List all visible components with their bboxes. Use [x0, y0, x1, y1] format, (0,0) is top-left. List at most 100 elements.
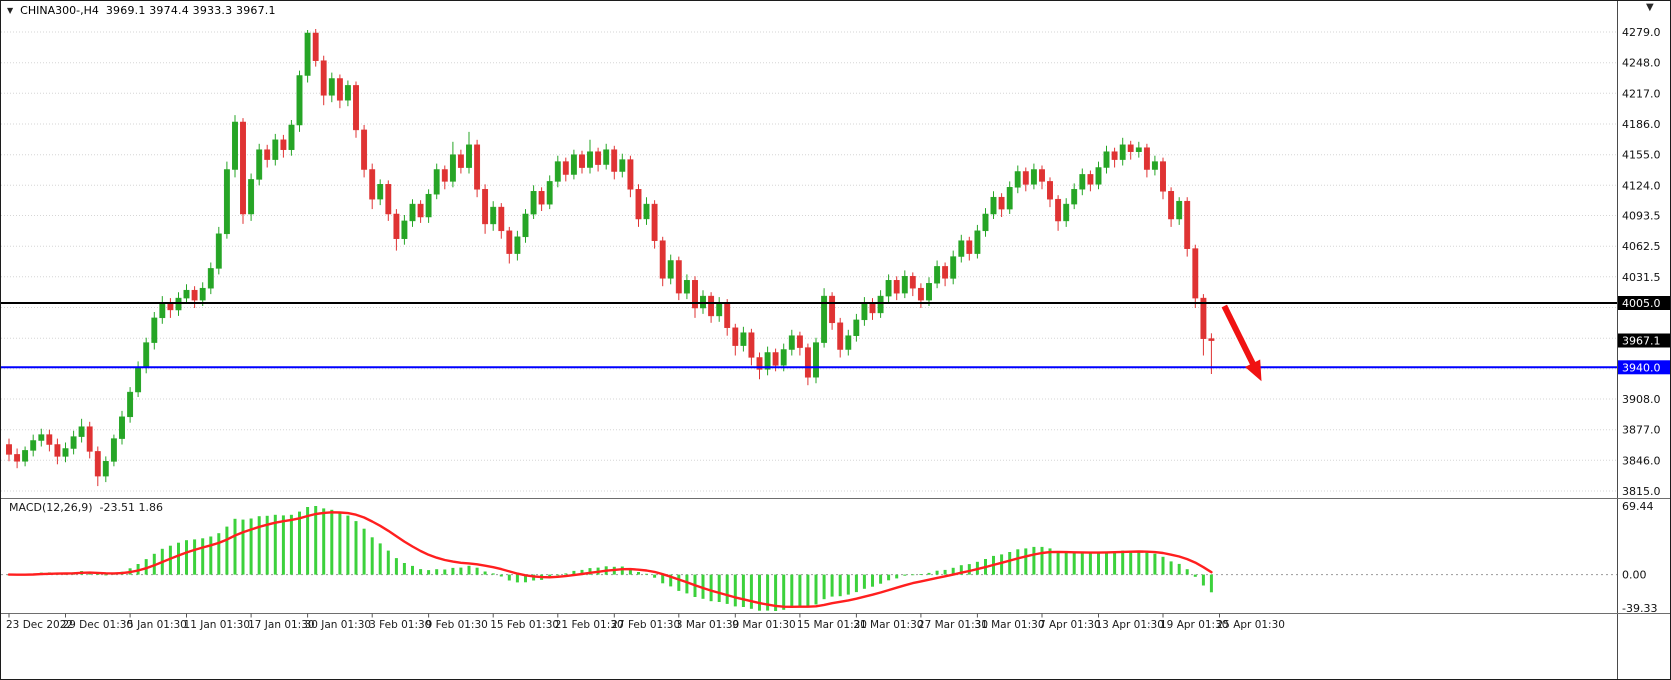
svg-text:4005.0: 4005.0: [1622, 297, 1661, 310]
candle: [683, 274, 690, 300]
candle: [54, 438, 61, 465]
candle: [1143, 143, 1150, 178]
time-axis-label: 25 Apr 01:30: [1217, 619, 1285, 631]
candle: [46, 429, 53, 452]
candle: [538, 187, 545, 211]
price-badge: 3967.1: [1618, 333, 1670, 348]
candle: [716, 297, 723, 322]
candle: [393, 209, 400, 251]
candle: [1055, 195, 1062, 231]
time-axis-label: 27 Mar 01:30: [918, 619, 988, 631]
price-axis-label: 3815.0: [1622, 485, 1661, 498]
candle: [1176, 197, 1183, 225]
candle: [934, 260, 941, 289]
symbol-marker-icon[interactable]: ▼: [7, 5, 14, 15]
candle: [885, 274, 892, 303]
macd-axis-labels: 69.44 0.00 -39.33: [1622, 500, 1657, 615]
price-axis-label: 4155.0: [1622, 149, 1661, 162]
candle: [248, 173, 255, 221]
candle: [127, 387, 134, 423]
candle: [804, 343, 811, 386]
candle: [1063, 198, 1070, 227]
candle: [1071, 183, 1078, 210]
price-axis-label: 4031.5: [1622, 271, 1661, 284]
price-axis-label: 3846.0: [1622, 454, 1661, 467]
time-axis-label: 23 Dec 2022: [6, 619, 73, 631]
time-axis-label: 21 Mar 01:30: [853, 619, 923, 631]
axis-dropdown-icon[interactable]: ▼: [1646, 2, 1654, 13]
time-axis-label: 9 Mar 01:30: [732, 619, 795, 631]
candle: [272, 133, 279, 166]
candle: [425, 189, 432, 223]
candle: [611, 145, 618, 180]
candle: [320, 55, 327, 106]
candle: [1160, 157, 1166, 200]
candle: [401, 215, 408, 245]
candle: [1103, 145, 1110, 174]
candle: [94, 446, 101, 487]
candle: [1047, 177, 1053, 208]
price-axis-label: 4248.0: [1622, 57, 1661, 70]
macd-axis-top-label: 69.44: [1622, 500, 1654, 513]
candle: [482, 184, 489, 234]
candle: [304, 30, 311, 83]
candle: [1168, 187, 1175, 227]
candle: [1030, 163, 1037, 190]
candle: [498, 203, 505, 239]
candle: [909, 272, 916, 297]
candle: [514, 230, 521, 261]
candle: [312, 29, 319, 67]
time-axis-label: 27 Feb 01:30: [611, 619, 680, 631]
candle: [998, 193, 1005, 217]
candle: [966, 236, 973, 261]
candle: [441, 165, 448, 190]
candle: [821, 288, 828, 348]
candle: [38, 428, 45, 447]
candle: [595, 147, 602, 172]
macd-axis-bottom-label: -39.33: [1622, 602, 1657, 615]
time-axis-label: 11 Jan 01:30: [184, 619, 250, 631]
candles-layer: [6, 29, 1215, 487]
candle: [328, 72, 335, 103]
candle: [764, 346, 771, 376]
candle: [62, 442, 69, 463]
candle: [627, 155, 634, 198]
candle: [78, 418, 85, 443]
price-gridlines: [1, 31, 1617, 492]
candle: [877, 290, 884, 318]
candle: [950, 250, 957, 285]
time-axis-label: 15 Feb 01:30: [490, 619, 559, 631]
candle: [1119, 137, 1126, 166]
candle: [901, 270, 908, 299]
candle: [732, 323, 739, 356]
candle: [724, 299, 731, 336]
symbol-period-label: CHINA300-,H4: [20, 4, 99, 17]
time-axis-label: 29 Dec 01:30: [62, 619, 133, 631]
trend-arrow[interactable]: [1221, 304, 1262, 382]
candle: [409, 199, 416, 227]
candle: [675, 256, 682, 301]
candle: [30, 434, 37, 457]
candle: [1006, 181, 1013, 214]
candle: [1192, 244, 1199, 308]
price-axis-label: 4124.0: [1622, 179, 1661, 192]
candle: [788, 329, 795, 356]
candle: [336, 74, 343, 109]
candle: [70, 430, 77, 455]
candle: [635, 184, 642, 227]
candle: [554, 155, 561, 188]
candle: [159, 296, 166, 324]
candle: [845, 329, 852, 356]
candle: [417, 200, 424, 223]
time-axis-label: 5 Jan 01:30: [127, 619, 187, 631]
candle: [361, 125, 368, 178]
candle: [796, 331, 803, 356]
time-axis-label: 31 Mar 01:30: [974, 619, 1044, 631]
candle: [869, 298, 876, 320]
candle: [167, 298, 174, 318]
candle: [433, 163, 440, 200]
price-axis-labels: 4279.0 4248.0 4217.0 4186.0 4155.0 4124.0 4093…: [1622, 26, 1661, 498]
candle: [562, 157, 569, 182]
